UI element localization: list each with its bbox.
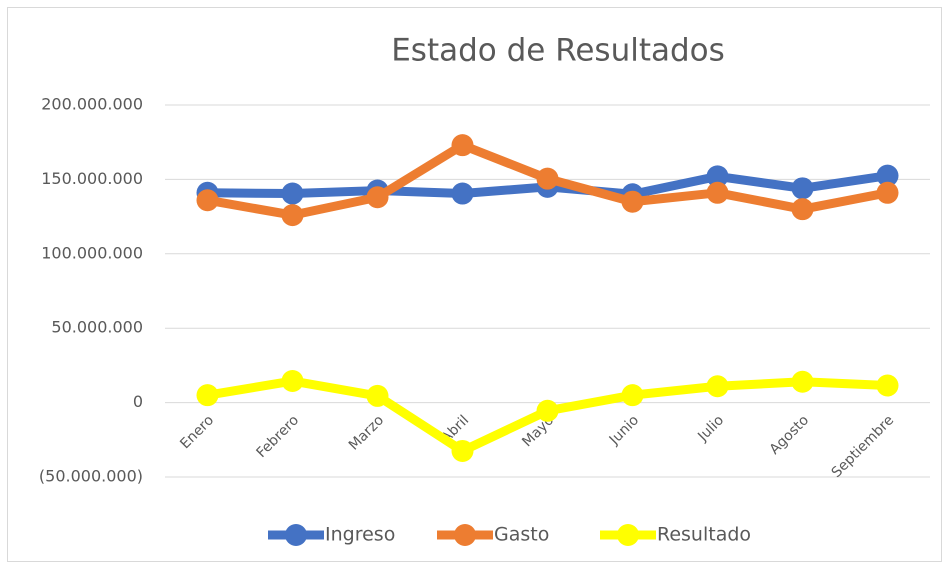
data-point <box>706 375 729 398</box>
data-point <box>621 190 644 213</box>
data-point <box>706 181 729 204</box>
y-tick-label: 50.000.000 <box>51 318 143 337</box>
data-point <box>281 204 304 227</box>
data-point <box>451 439 474 462</box>
y-tick-label: 200.000.000 <box>41 95 143 114</box>
data-point <box>536 167 559 190</box>
data-point <box>366 186 389 209</box>
data-point <box>451 134 474 157</box>
y-tick-label: 100.000.000 <box>41 243 143 262</box>
data-point <box>536 399 559 422</box>
y-tick-label: (50.000.000) <box>39 467 143 486</box>
data-point <box>366 384 389 407</box>
data-point <box>791 198 814 221</box>
legend-label: Ingreso <box>325 524 395 546</box>
legend-label: Gasto <box>494 524 549 546</box>
data-point <box>196 384 219 407</box>
legend-marker <box>617 524 639 546</box>
data-point <box>281 370 304 393</box>
data-point <box>791 370 814 393</box>
legend-marker <box>285 524 307 546</box>
data-point <box>621 384 644 407</box>
data-point <box>876 374 899 397</box>
data-point <box>791 177 814 200</box>
data-point <box>196 189 219 212</box>
data-point <box>876 181 899 204</box>
legend-label: Resultado <box>657 524 751 546</box>
data-point <box>876 164 899 187</box>
data-point <box>706 165 729 188</box>
chart-title: Estado de Resultados <box>391 33 725 69</box>
chart-frame <box>7 7 942 562</box>
y-tick-label: 0 <box>133 392 143 411</box>
legend-marker <box>454 524 476 546</box>
y-tick-label: 150.000.000 <box>41 169 143 188</box>
data-point <box>281 182 304 205</box>
data-point <box>451 182 474 205</box>
